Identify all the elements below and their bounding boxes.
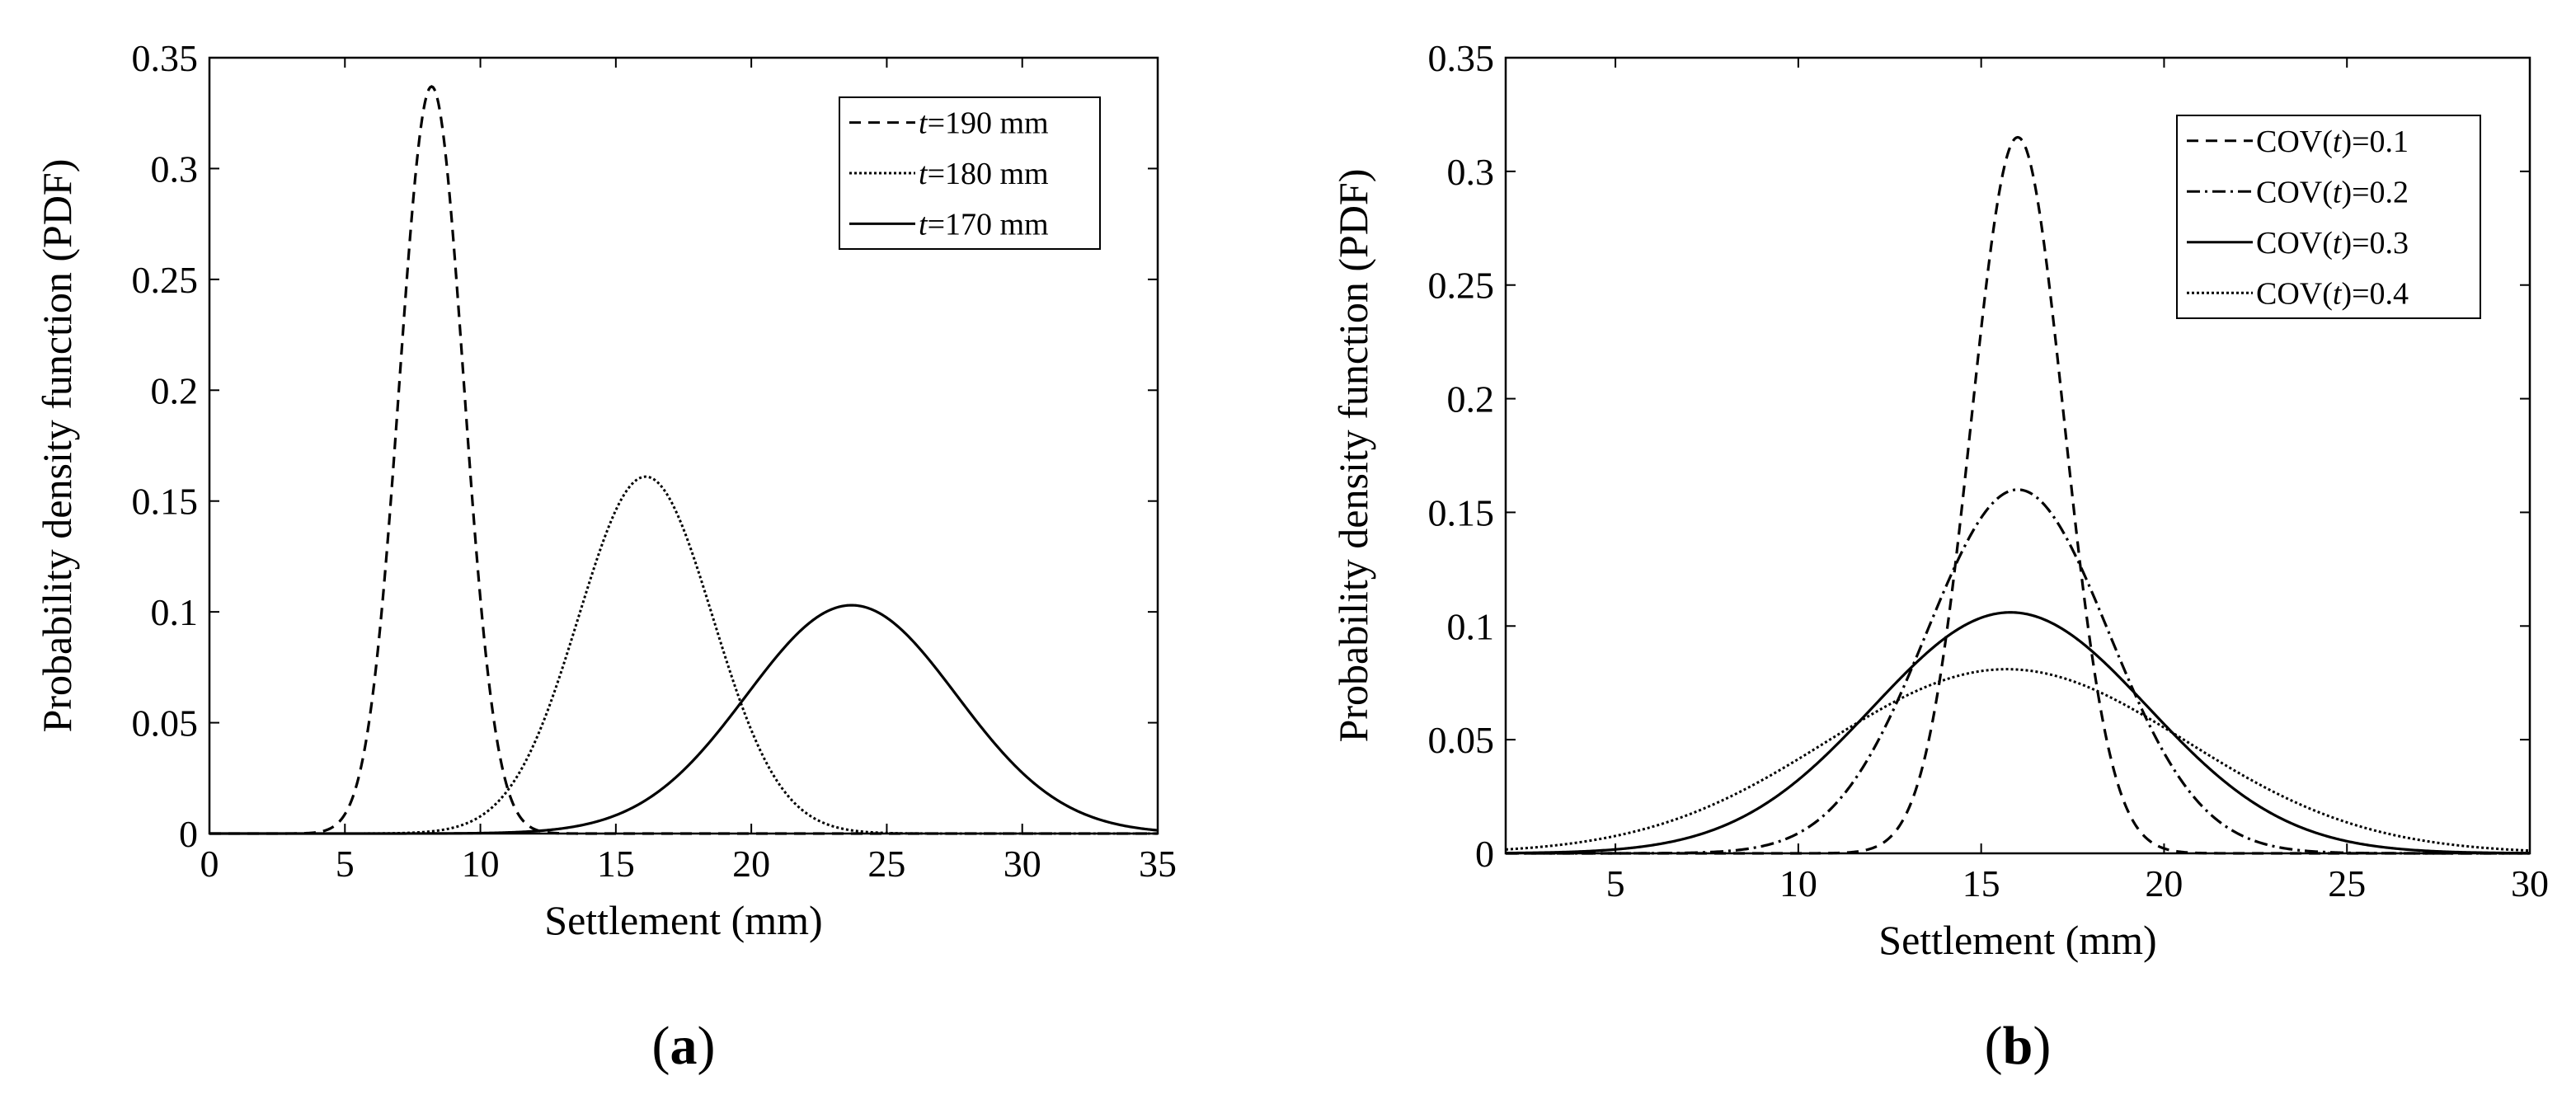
panel-b-chart: 5 10 15 20 25 30 0 0.05 0.1 0.15 0.2 0.25 0.3 0.35 Set… <box>1330 37 2549 1076</box>
x-axis-title-b: Settlement (mm) <box>1878 917 2156 963</box>
y-tick-label-b: 0.15 <box>1428 491 1495 533</box>
y-tick-label-a: 0.05 <box>132 702 199 745</box>
y-tick-label-b: 0.05 <box>1428 719 1495 761</box>
y-axis-title-a: Probability density function (PDF) <box>34 159 80 733</box>
x-tick-label-a: 25 <box>867 843 905 885</box>
y-tick-label-b: 0.35 <box>1428 37 1495 79</box>
series-line-a-3 <box>209 604 1159 835</box>
panel-label-a: (a) <box>652 1016 716 1076</box>
legend-label-a-1: t=190 mm <box>919 106 1049 141</box>
legend-label-b-1: COV(t)=0.1 <box>2256 124 2409 159</box>
x-tick-label-b: 5 <box>1606 862 1625 904</box>
legend-label-b-3: COV(t)=0.3 <box>2256 226 2409 261</box>
x-tick-label-b: 25 <box>2328 862 2366 904</box>
y-tick-label-b: 0.25 <box>1428 265 1495 307</box>
legend-label-b-2: COV(t)=0.2 <box>2256 175 2409 209</box>
x-tick-label-a: 0 <box>200 843 219 885</box>
x-tick-label-b: 15 <box>1963 862 2000 904</box>
y-tick-label-b: 0 <box>1475 833 1494 875</box>
series-line-b-2 <box>1506 488 2530 855</box>
legend-label-b-4: COV(t)=0.4 <box>2256 276 2409 311</box>
x-tick-label-b: 20 <box>2145 862 2183 904</box>
panel-a-chart: 0 5 10 15 20 25 30 35 0 0.05 0.1 0.15 0.2 0.25 0.3 0.35… <box>34 37 1177 1076</box>
x-axis-title-a: Settlement (mm) <box>544 897 822 943</box>
series-line-a-2 <box>209 475 1158 835</box>
series-line-b-4 <box>1505 668 2531 853</box>
legend-label-a-2: t=180 mm <box>919 157 1049 191</box>
y-tick-label-a: 0.1 <box>151 591 199 633</box>
y-tick-label-a: 0.25 <box>132 259 199 301</box>
series-line-b-1 <box>1506 135 2530 855</box>
y-axis-title-b: Probability density function (PDF) <box>1330 169 1376 743</box>
y-tick-label-a: 0.35 <box>132 37 199 79</box>
x-tick-label-a: 35 <box>1139 843 1177 885</box>
x-tick-label-a: 20 <box>732 843 770 885</box>
y-tick-label-b: 0.2 <box>1447 378 1495 420</box>
y-tick-label-a: 0.2 <box>151 369 199 411</box>
y-tick-label-b: 0.3 <box>1447 151 1495 193</box>
legend-label-a-3: t=170 mm <box>919 207 1049 242</box>
legend-box-b <box>2176 115 2481 319</box>
x-tick-label-a: 30 <box>1004 843 1041 885</box>
y-tick-label-a: 0 <box>179 813 198 855</box>
y-tick-label-b: 0.1 <box>1447 605 1495 647</box>
x-tick-label-a: 15 <box>597 843 635 885</box>
panel-label-b: (b) <box>1985 1016 2052 1076</box>
series-line-b-3 <box>1505 611 2531 855</box>
y-tick-label-a: 0.15 <box>132 481 199 523</box>
y-tick-label-a: 0.3 <box>151 148 199 190</box>
x-tick-label-b: 10 <box>1779 862 1817 904</box>
x-tick-label-a: 10 <box>462 843 500 885</box>
plot-frame-b <box>1504 56 2531 855</box>
series-line-a-1 <box>209 85 1158 835</box>
x-tick-label-b: 30 <box>2511 862 2549 904</box>
x-tick-label-a: 5 <box>336 843 355 885</box>
